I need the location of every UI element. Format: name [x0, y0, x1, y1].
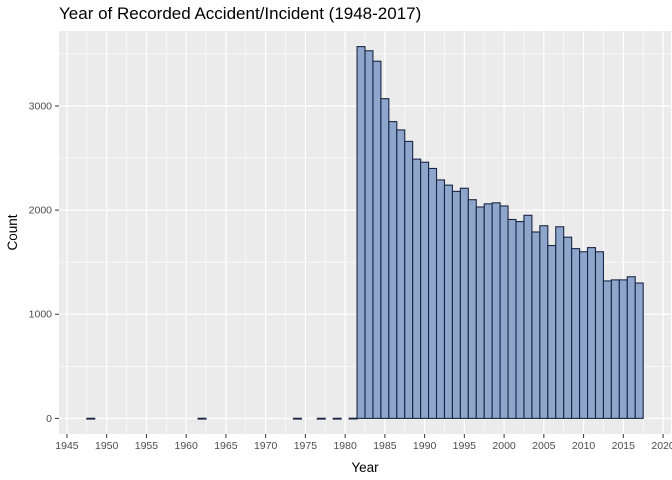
x-tick-label: 2015 — [612, 440, 636, 452]
x-axis-title: Year — [351, 460, 379, 475]
bar — [586, 247, 597, 419]
bar — [451, 190, 461, 419]
bar — [499, 205, 509, 419]
x-tick-label: 1955 — [135, 440, 159, 452]
chart-title: Year of Recorded Accident/Incident (1948… — [59, 4, 422, 23]
bar — [594, 251, 604, 419]
bar — [459, 187, 469, 419]
bar — [531, 231, 541, 419]
bar — [332, 417, 342, 420]
bar — [404, 140, 414, 419]
x-tick-label: 1985 — [373, 440, 397, 452]
bar — [475, 206, 485, 419]
bar — [602, 280, 612, 419]
bar — [364, 50, 374, 419]
bar — [483, 203, 493, 419]
bar — [563, 236, 573, 419]
bar — [555, 226, 565, 419]
axes: 1945 1950 1955 1960 1965 1970 1975 1980 1985 1990… — [29, 100, 672, 452]
bar — [507, 218, 517, 419]
y-tick-label: 0 — [46, 413, 52, 425]
bar — [618, 279, 628, 419]
bar — [539, 225, 549, 419]
y-axis-title: Count — [5, 214, 20, 250]
x-tick-label: 1965 — [214, 440, 238, 452]
bar — [372, 60, 382, 419]
bar — [396, 129, 406, 419]
bar — [380, 98, 390, 419]
bar — [610, 279, 620, 419]
y-tick-label: 2000 — [29, 205, 53, 217]
bar — [626, 276, 636, 419]
x-tick-label: 1970 — [254, 440, 278, 452]
x-tick-label: 2020 — [651, 440, 672, 452]
y-tick-label: 3000 — [29, 100, 53, 112]
bar — [467, 199, 477, 419]
bar — [86, 417, 96, 420]
bar — [547, 244, 557, 419]
bar — [491, 202, 501, 419]
bar — [420, 161, 430, 419]
bar — [571, 248, 581, 419]
x-tick-label: 1975 — [294, 440, 318, 452]
bar — [443, 184, 453, 419]
x-tick-label: 1995 — [453, 440, 477, 452]
bar — [634, 282, 644, 419]
bars — [86, 46, 644, 420]
bar — [515, 221, 525, 419]
bar — [523, 214, 533, 419]
x-tick-label: 2010 — [572, 440, 596, 452]
x-tick-label: 1950 — [95, 440, 119, 452]
bar — [412, 158, 422, 419]
bar — [388, 121, 398, 419]
x-tick-label: 1960 — [174, 440, 198, 452]
bar — [197, 417, 207, 420]
bar — [348, 417, 358, 420]
bar — [435, 179, 446, 419]
bar — [292, 417, 302, 420]
x-tick-label: 1980 — [333, 440, 357, 452]
y-tick-label: 1000 — [29, 309, 53, 321]
bar — [428, 167, 438, 419]
bar — [316, 417, 326, 420]
x-tick-label: 1945 — [55, 440, 79, 452]
x-tick-label: 2005 — [532, 440, 556, 452]
bar — [356, 46, 366, 419]
x-tick-label: 1990 — [413, 440, 437, 452]
x-tick-label: 2000 — [492, 440, 516, 452]
bar — [579, 251, 589, 419]
